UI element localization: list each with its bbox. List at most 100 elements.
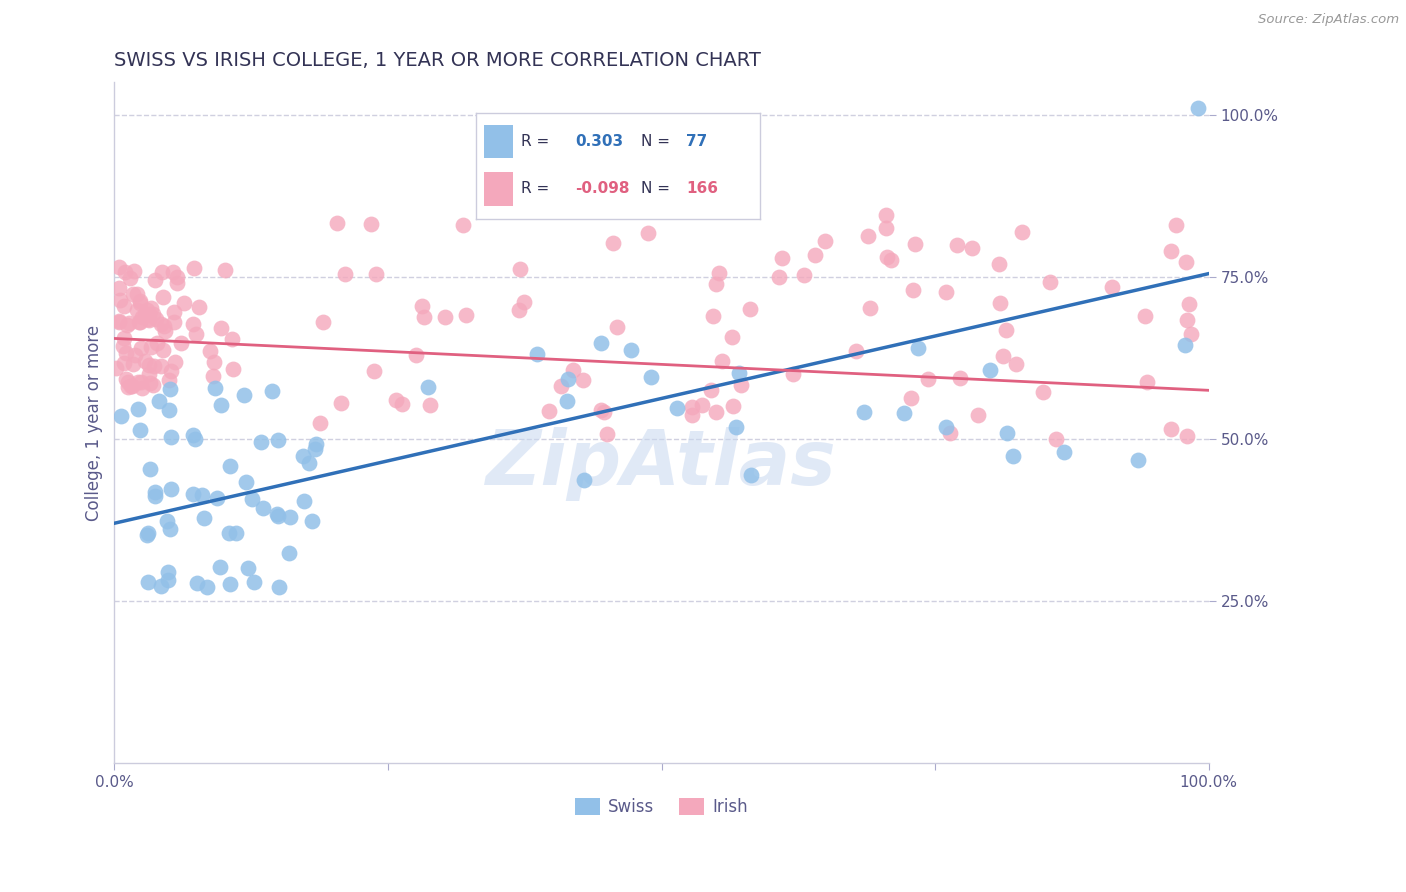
Point — [108, 315, 131, 329]
Point — [1180, 326, 1202, 341]
Point — [537, 404, 560, 418]
Point — [143, 489, 166, 503]
Point — [240, 492, 263, 507]
Point — [1175, 429, 1198, 443]
Point — [162, 305, 184, 319]
Point — [166, 276, 188, 290]
Point — [917, 372, 939, 386]
Point — [1160, 244, 1182, 258]
Point — [997, 425, 1019, 440]
Point — [129, 375, 152, 389]
Point — [859, 301, 882, 316]
Point — [1038, 275, 1060, 289]
Point — [118, 316, 141, 330]
Point — [709, 267, 731, 281]
Point — [1101, 279, 1123, 293]
Point — [453, 219, 475, 233]
Point — [593, 404, 616, 418]
Point — [160, 364, 183, 378]
Point — [904, 237, 927, 252]
Point — [207, 491, 229, 505]
Y-axis label: College, 1 year or more: College, 1 year or more — [86, 325, 103, 521]
Point — [333, 267, 356, 281]
Point — [219, 577, 242, 591]
Point — [142, 307, 165, 321]
Point — [121, 378, 143, 392]
Point — [360, 217, 382, 231]
Point — [280, 510, 302, 524]
Point — [159, 522, 181, 536]
Point — [149, 579, 172, 593]
Point — [163, 315, 186, 329]
Point — [988, 296, 1011, 310]
Point — [193, 511, 215, 525]
Point — [1001, 449, 1024, 463]
Point — [163, 355, 186, 369]
Point — [412, 310, 434, 325]
Point — [721, 330, 744, 344]
Point — [186, 326, 208, 341]
Point — [138, 313, 160, 327]
Point — [690, 398, 713, 412]
Point — [1053, 445, 1076, 459]
Point — [1187, 101, 1209, 115]
Point — [156, 573, 179, 587]
Point — [681, 409, 703, 423]
Point — [110, 293, 132, 307]
Point — [572, 373, 595, 387]
Point — [186, 575, 208, 590]
Point — [991, 350, 1014, 364]
Point — [208, 560, 231, 574]
Point — [267, 508, 290, 523]
Point — [301, 514, 323, 528]
Point — [1133, 309, 1156, 323]
Point — [433, 310, 456, 324]
Point — [949, 371, 972, 385]
Point — [1160, 422, 1182, 436]
Point — [269, 580, 291, 594]
Point — [139, 462, 162, 476]
Point — [209, 398, 232, 412]
Point — [111, 339, 134, 353]
Point — [136, 526, 159, 541]
Point — [131, 381, 153, 395]
Point — [260, 384, 283, 399]
Point — [156, 514, 179, 528]
Point — [967, 408, 990, 422]
Point — [723, 399, 745, 413]
Point — [704, 404, 727, 418]
Point — [704, 277, 727, 291]
Point — [138, 359, 160, 373]
Point — [711, 354, 734, 368]
Point — [939, 426, 962, 441]
Point — [363, 364, 385, 378]
Point — [845, 343, 868, 358]
Point — [188, 301, 211, 315]
Point — [145, 335, 167, 350]
Point — [183, 486, 205, 500]
Text: Source: ZipAtlas.com: Source: ZipAtlas.com — [1258, 13, 1399, 27]
Point — [136, 311, 159, 326]
Point — [304, 442, 326, 456]
Point — [419, 398, 441, 412]
Point — [115, 345, 138, 359]
Point — [508, 303, 530, 318]
Point — [595, 426, 617, 441]
Point — [291, 450, 314, 464]
Point — [114, 265, 136, 279]
Point — [122, 264, 145, 278]
Point — [152, 343, 174, 357]
Point — [724, 420, 747, 434]
Point — [142, 377, 165, 392]
Point — [309, 416, 332, 430]
Point — [135, 303, 157, 318]
Point — [112, 331, 135, 345]
Point — [252, 500, 274, 515]
Point — [225, 526, 247, 541]
Point — [935, 285, 957, 299]
Point — [562, 362, 585, 376]
Point — [222, 361, 245, 376]
Point — [143, 273, 166, 287]
Point — [509, 261, 531, 276]
Point — [166, 270, 188, 285]
